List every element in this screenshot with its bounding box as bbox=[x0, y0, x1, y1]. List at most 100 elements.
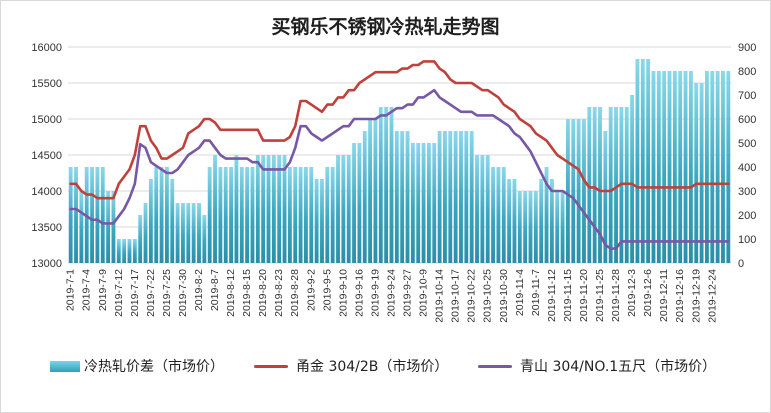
bar bbox=[635, 59, 640, 263]
x-tick-label: 2019-11-15 bbox=[562, 269, 574, 322]
left-tick-label: 13500 bbox=[31, 222, 62, 234]
bar bbox=[245, 167, 250, 263]
right-tick-label: 0 bbox=[738, 258, 744, 270]
x-tick-label: 2019-12-6 bbox=[642, 269, 654, 317]
bar bbox=[726, 71, 731, 263]
x-tick-label: 2019-9-5 bbox=[321, 269, 333, 311]
bar bbox=[127, 239, 132, 263]
bar bbox=[68, 167, 73, 263]
bar bbox=[437, 131, 442, 263]
bar bbox=[159, 167, 164, 263]
legend-swatch-red-line bbox=[254, 364, 288, 368]
bar bbox=[282, 155, 287, 263]
bar bbox=[491, 167, 495, 263]
x-tick-label: 2019-12-16 bbox=[674, 269, 686, 323]
bar bbox=[309, 167, 314, 263]
bar bbox=[539, 179, 544, 263]
bar bbox=[352, 143, 356, 263]
x-tick-label: 2019-11-4 bbox=[514, 269, 526, 316]
bar bbox=[721, 71, 725, 263]
bar bbox=[410, 143, 415, 263]
x-tick-label: 2019-7-25 bbox=[161, 269, 173, 317]
right-tick-label: 300 bbox=[738, 186, 756, 198]
x-tick-label: 2019-8-15 bbox=[241, 269, 253, 317]
x-axis-ticks: 2019-7-1 2019-7-4 2019-7-9 2019-7-12 2019-7-… bbox=[65, 269, 719, 323]
right-tick-label: 700 bbox=[738, 90, 756, 102]
bar bbox=[255, 155, 260, 263]
bar bbox=[710, 71, 715, 263]
bar bbox=[389, 107, 394, 263]
bar bbox=[266, 155, 271, 263]
bar bbox=[630, 95, 635, 263]
bar bbox=[603, 131, 608, 263]
bar bbox=[287, 167, 292, 263]
bar bbox=[346, 155, 351, 263]
bar bbox=[314, 179, 319, 263]
x-tick-label: 2019-8-20 bbox=[257, 269, 269, 317]
bar bbox=[453, 131, 458, 263]
bar bbox=[197, 203, 201, 263]
bar bbox=[443, 131, 447, 263]
legend-item-qingshan: 青山 304/NO.1五尺（市场价） bbox=[478, 356, 716, 376]
bar bbox=[651, 71, 656, 263]
x-tick-label: 2019-8-23 bbox=[273, 269, 285, 317]
x-tick-label: 2019-10-25 bbox=[482, 269, 494, 323]
bar bbox=[336, 155, 340, 263]
legend-label: 冷热轧价差（市场价） bbox=[84, 359, 224, 375]
left-tick-label: 16000 bbox=[31, 42, 62, 54]
bar bbox=[571, 119, 576, 263]
bar bbox=[320, 179, 324, 263]
bar bbox=[694, 83, 699, 263]
bar bbox=[587, 107, 592, 263]
bar bbox=[501, 167, 506, 263]
bar bbox=[683, 71, 688, 263]
x-tick-label: 2019-10-9 bbox=[418, 269, 430, 317]
bar bbox=[250, 167, 255, 263]
bar bbox=[181, 203, 185, 263]
x-tick-label: 2019-9-16 bbox=[353, 269, 365, 317]
legend-swatch-bar bbox=[50, 360, 80, 372]
right-axis-ticks: 0 100 200 300 400 500 600 700 800 900 bbox=[738, 42, 756, 270]
x-tick-label: 2019-9-10 bbox=[337, 269, 349, 317]
x-tick-label: 2019-12-11 bbox=[658, 269, 670, 322]
bar bbox=[421, 143, 426, 263]
bar bbox=[175, 203, 180, 263]
x-tick-label: 2019-10-17 bbox=[450, 269, 462, 323]
bar bbox=[106, 191, 111, 263]
chart-title: 买钢乐不锈钢冷热轧走势图 bbox=[271, 16, 500, 38]
bar bbox=[79, 191, 84, 263]
bar bbox=[517, 191, 522, 263]
bar bbox=[384, 107, 389, 263]
bar bbox=[432, 143, 437, 263]
bar bbox=[464, 131, 469, 263]
bar bbox=[400, 131, 405, 263]
bar bbox=[576, 119, 581, 263]
bar bbox=[213, 155, 217, 263]
x-tick-label: 2019-8-7 bbox=[209, 269, 221, 311]
bar bbox=[512, 179, 517, 263]
bar bbox=[448, 131, 453, 263]
bar bbox=[373, 119, 378, 263]
bar bbox=[475, 155, 479, 263]
left-tick-label: 14000 bbox=[31, 186, 62, 198]
x-tick-label: 2019-11-25 bbox=[594, 269, 606, 322]
right-tick-label: 900 bbox=[738, 42, 756, 54]
x-tick-label: 2019-9-2 bbox=[305, 269, 317, 311]
bar bbox=[662, 71, 667, 263]
right-tick-label: 100 bbox=[738, 234, 756, 246]
bar bbox=[705, 71, 709, 263]
bar bbox=[533, 191, 538, 263]
left-tick-label: 15000 bbox=[31, 114, 62, 126]
bar bbox=[480, 155, 485, 263]
legend-label: 甬金 304/2B（市场价） bbox=[296, 359, 449, 375]
bar bbox=[485, 155, 490, 263]
bar bbox=[598, 107, 602, 263]
bar bbox=[293, 167, 298, 263]
bar bbox=[394, 131, 399, 263]
x-tick-label: 2019-11-7 bbox=[530, 269, 542, 316]
left-axis-ticks: 13000 13500 14000 14500 15000 15500 16000 bbox=[31, 42, 62, 270]
bar bbox=[74, 167, 78, 263]
bar bbox=[459, 131, 463, 263]
legend-item-yongjin: 甬金 304/2B（市场价） bbox=[254, 356, 448, 376]
bar bbox=[223, 167, 228, 263]
